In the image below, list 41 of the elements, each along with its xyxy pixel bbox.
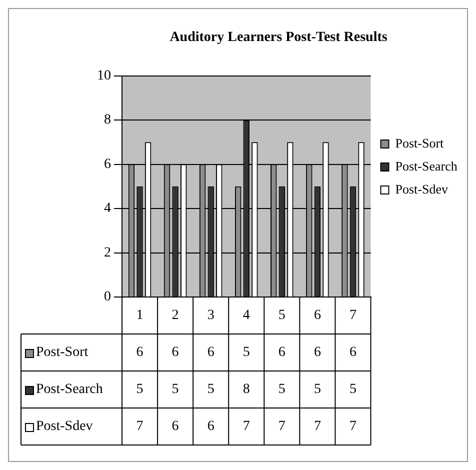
data-label: 7: [278, 419, 286, 434]
data-label: 5: [172, 382, 179, 398]
data-label: 5: [349, 382, 356, 398]
y-tick-label: 6: [104, 156, 111, 172]
x-tick-label: 4: [242, 308, 250, 324]
data-label: 6: [136, 345, 144, 360]
data-label: 5: [278, 382, 286, 398]
data-label: 6: [314, 345, 321, 360]
y-tick-label: 0: [104, 290, 111, 305]
data-label: 7: [242, 419, 250, 434]
data-label: 5: [314, 382, 321, 398]
text: Post-Sort: [36, 345, 88, 360]
legend-label: Post-Sdev: [395, 181, 448, 196]
x-tick-label: 6: [314, 308, 321, 324]
data-label: 5: [242, 345, 250, 360]
y-tick-label: 2: [104, 245, 111, 260]
chart-title: Auditory Learners Post-Test Results: [170, 30, 388, 46]
text: Post-Search: [36, 382, 103, 398]
data-label: 8: [242, 382, 250, 398]
data-label: 6: [172, 419, 179, 434]
data-label: 5: [207, 382, 214, 398]
data-label: 7: [349, 419, 356, 434]
data-label: 6: [172, 345, 179, 360]
data-label: 6: [349, 345, 356, 360]
legend-label: Post-Search: [395, 158, 458, 174]
data-label: 5: [136, 382, 144, 398]
text: Post-Sdev: [36, 419, 93, 434]
data-label: 7: [136, 419, 144, 434]
x-tick-label: 1: [136, 308, 144, 324]
y-tick-label: 8: [104, 112, 111, 128]
y-tick-label: 10: [97, 68, 111, 84]
x-tick-label: 5: [278, 308, 286, 324]
x-tick-label: 2: [172, 308, 179, 324]
x-tick-label: 3: [207, 308, 214, 324]
data-label: 6: [207, 419, 214, 434]
data-label: 6: [278, 345, 286, 360]
y-tick-label: 4: [104, 201, 111, 216]
data-label: 7: [314, 419, 321, 434]
legend-label: Post-Sort: [395, 135, 444, 150]
data-label: 6: [207, 345, 214, 360]
x-tick-label: 7: [349, 308, 356, 324]
